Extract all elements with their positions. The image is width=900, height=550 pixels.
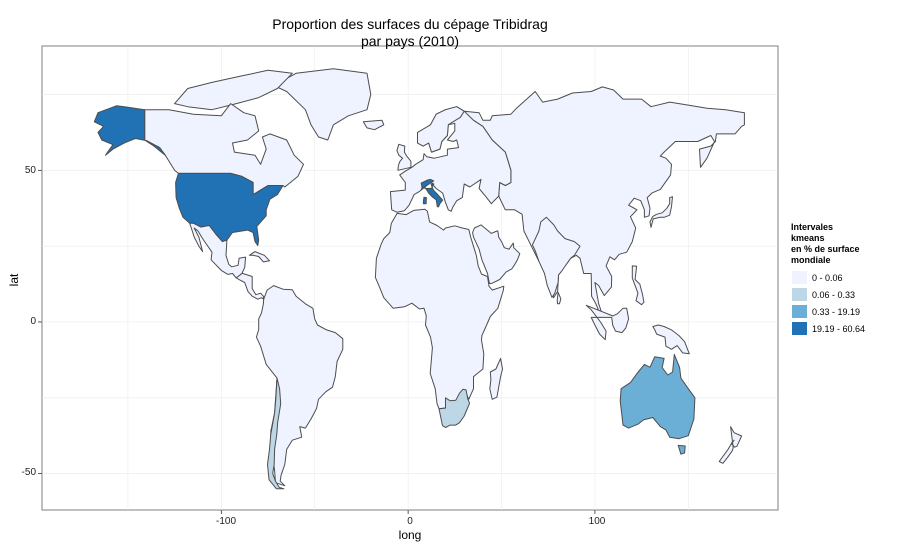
region-south-africa (438, 388, 471, 428)
region-greenland (273, 68, 372, 141)
map-legend: Intervales kmeans en % de surface mondia… (791, 222, 897, 337)
region-madagascar (489, 357, 503, 400)
region-philippines (631, 265, 645, 306)
region-australia (619, 353, 696, 440)
y-tick-label: 50 (24, 165, 36, 176)
region-tasmania (677, 444, 686, 455)
region-africa (374, 208, 505, 410)
region-cuba (248, 251, 270, 263)
legend-item: 0.06 - 0.33 (791, 286, 897, 303)
legend-item: 19.19 - 60.64 (791, 320, 897, 337)
legend-item: 0 - 0.06 (791, 269, 897, 286)
region-italy (420, 178, 444, 208)
region-new-guinea (652, 324, 690, 355)
region-japan (649, 196, 673, 228)
x-tick-label: 100 (588, 516, 606, 527)
legend-swatch (791, 321, 808, 336)
country-polygons (93, 68, 745, 490)
legend-item-label: 0 - 0.06 (812, 272, 843, 283)
region-sri-lanka (556, 291, 562, 305)
legend-item-label: 0.33 - 19.19 (812, 306, 861, 317)
region-iceland (362, 119, 385, 131)
region-india (531, 216, 581, 298)
region-canadian-arctic-islands (174, 69, 293, 111)
region-arabia (472, 224, 521, 284)
map-title-line-2: par pays (2010) (360, 33, 460, 49)
legend-item: 0.33 - 19.19 (791, 303, 897, 320)
x-tick-label: 0 (407, 516, 413, 527)
legend-swatch (791, 270, 808, 285)
region-british-isles (396, 143, 412, 171)
x-tick-label: -100 (215, 516, 236, 527)
region-scandinavia (417, 106, 465, 153)
map-title-line-1: Proportion des surfaces du cépage Tribid… (272, 16, 548, 32)
legend-swatch (791, 287, 808, 302)
region-south-america (255, 285, 344, 487)
legend-item-label: 19.19 - 60.64 (812, 323, 866, 334)
region-sardinia (422, 196, 427, 205)
legend-title: Intervales kmeans en % de surface mondia… (791, 222, 860, 265)
region-chile (267, 377, 285, 490)
region-indonesia (585, 304, 630, 341)
axis-tick-marks (38, 169, 596, 514)
y-tick-label: -50 (21, 467, 36, 478)
region-alaska (93, 105, 166, 156)
x-axis-label: long (398, 528, 422, 542)
y-tick-label: 0 (30, 316, 36, 327)
region-new-zealand (718, 426, 743, 464)
legend-item-label: 0.06 - 0.33 (812, 289, 856, 300)
legend-swatch (791, 304, 808, 319)
y-axis-label: lat (7, 273, 21, 287)
region-central-america (235, 273, 265, 300)
